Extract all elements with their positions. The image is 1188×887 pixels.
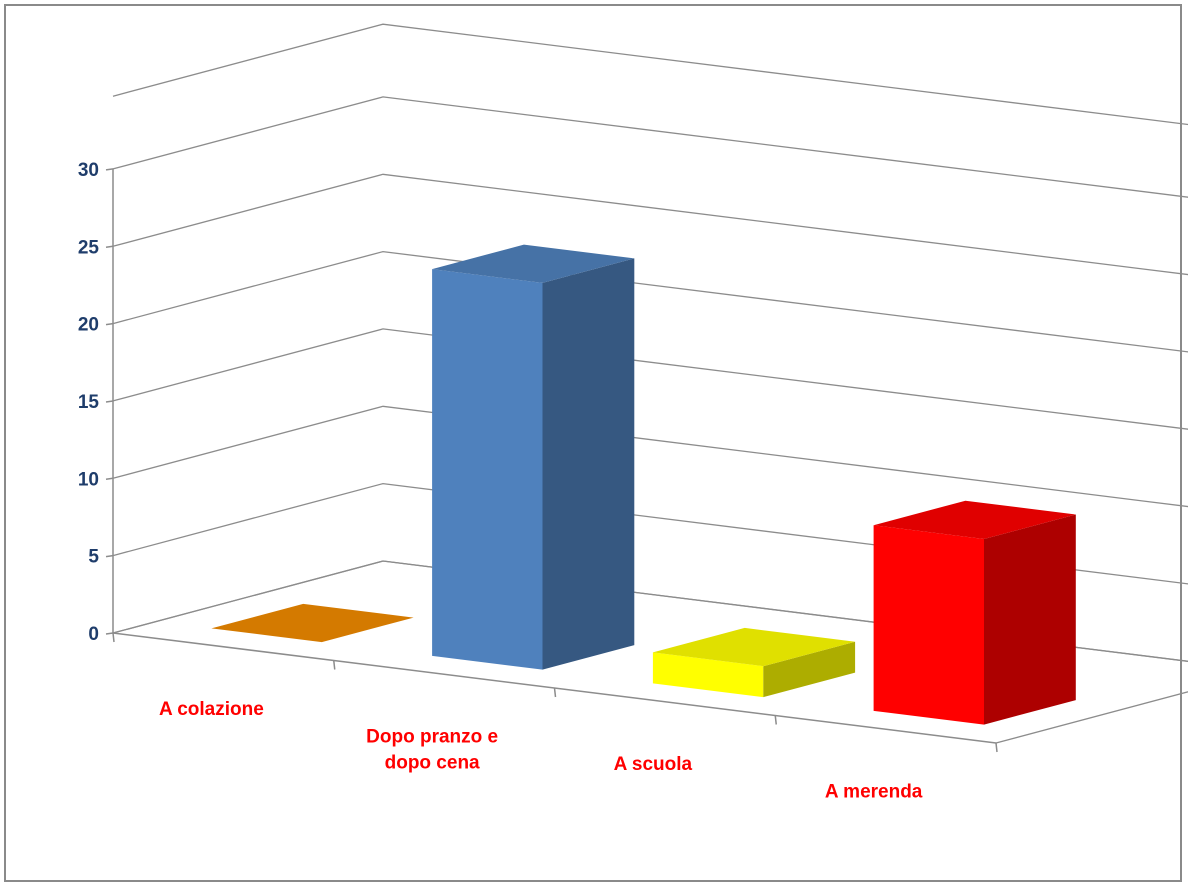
y-tick-mark [105,322,114,326]
y-tick-mark [105,245,114,248]
gridline [112,405,1188,508]
bar-1 [211,603,414,643]
bar-4 [873,500,1076,725]
y-tick-label: 25 [78,237,100,258]
x-category-labels: A colazione Dopo pranzo e dopo cena A scuol… [159,699,923,803]
y-tick-mark [105,400,114,403]
y-tick-label: 15 [78,392,100,413]
x-category-label: A scuola [614,754,693,775]
x-category-label-line: Dopo pranzo e [366,726,498,747]
y-tick-label: 20 [78,315,99,336]
bar-3 [652,627,856,698]
y-tick-mark [105,632,114,635]
x-tick-mark [553,687,557,698]
bar-side-face [763,641,856,698]
y-tick-label: 0 [88,624,99,645]
y-tick-mark [105,477,114,481]
floor-outline [112,560,1188,744]
wall-top-edge [112,23,1188,126]
gridline [112,96,1188,198]
y-tick-mark [105,554,114,558]
x-category-label: A colazione [159,699,264,720]
bar-side-face [542,258,635,670]
x-tick-mark [112,632,115,643]
axes [105,168,1188,753]
bar-2 [432,244,635,670]
bar-front-face [432,269,543,670]
bar-top-face [652,627,856,667]
x-category-label-line: A colazione [159,699,264,720]
y-tick-mark [105,168,114,171]
x-category-label: A merenda [825,781,923,802]
x-category-label-line: A scuola [614,754,693,775]
x-tick-mark [995,742,998,753]
y-tick-label: 30 [78,160,99,181]
bar-top-face [211,603,414,643]
x-category-label: Dopo pranzo e dopo cena [366,726,498,773]
x-category-label-line: A merenda [825,781,923,802]
gridline [112,250,1188,353]
bars [211,244,1076,725]
y-tick-label: 10 [78,469,99,490]
bar-top-face [432,244,635,283]
y-tick-labels: 0 5 10 15 20 25 30 [78,160,100,645]
gridline [112,173,1188,276]
bar-top-face [873,500,1076,539]
bar-front-face [873,525,984,725]
x-tick-mark [333,660,336,670]
bar-side-face [984,514,1076,725]
bar-front-face [652,652,764,698]
y-tick-label: 5 [88,547,99,568]
gridline [112,328,1188,430]
x-category-label-line: dopo cena [385,752,480,773]
x-tick-mark [774,715,777,725]
